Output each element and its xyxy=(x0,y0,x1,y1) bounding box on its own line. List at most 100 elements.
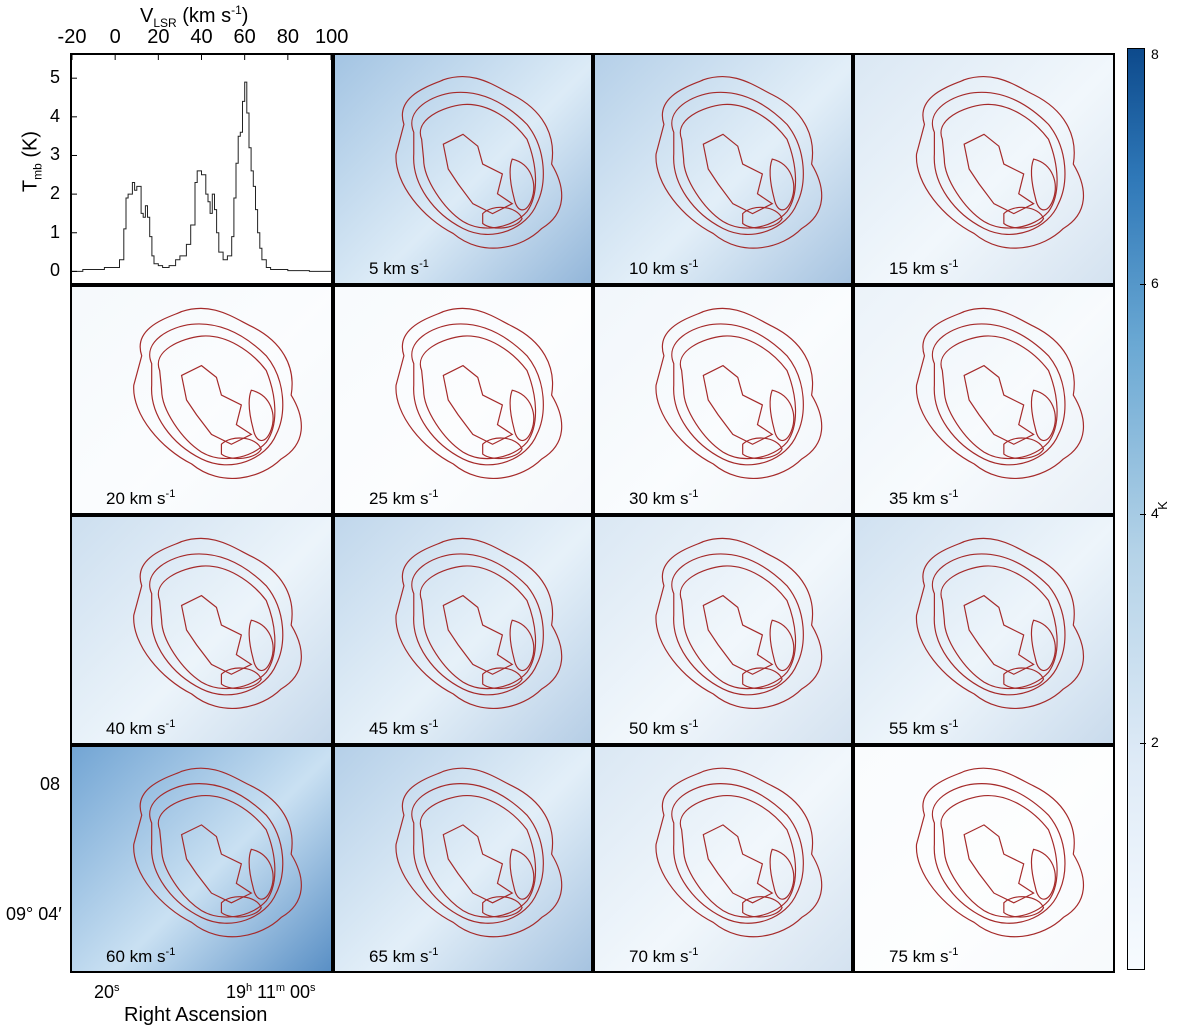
contour-line xyxy=(395,307,563,479)
contour-overlay xyxy=(655,75,823,249)
contour-line xyxy=(149,553,284,696)
contour-line xyxy=(157,335,276,460)
contour-line xyxy=(248,389,274,442)
contour-line xyxy=(1003,206,1045,229)
channel-velocity-label: 55 km s-1 xyxy=(889,718,959,738)
contour-overlay xyxy=(655,307,823,479)
contour-line xyxy=(1030,158,1056,211)
contour-line xyxy=(742,206,783,229)
contour-line xyxy=(180,364,253,445)
contour-line xyxy=(180,824,253,904)
contour-line xyxy=(442,824,514,904)
contour-line xyxy=(702,594,774,675)
contour-line xyxy=(1030,619,1056,672)
channel-map-panel: 5 km s-1 xyxy=(333,53,593,285)
contour-line xyxy=(769,848,795,900)
channel-velocity-label: 5 km s-1 xyxy=(369,258,429,278)
channel-velocity-label: 75 km s-1 xyxy=(889,946,959,966)
channel-velocity-label: 40 km s-1 xyxy=(106,718,176,738)
contour-line xyxy=(509,619,535,672)
contour-line xyxy=(940,335,1058,460)
contour-line xyxy=(419,335,537,460)
contour-line xyxy=(149,783,284,924)
contour-line xyxy=(411,323,544,466)
contour-line xyxy=(702,824,774,904)
contour-line xyxy=(769,389,795,442)
contour-line xyxy=(940,103,1058,229)
channel-map-panel: 60 km s-1 xyxy=(70,745,333,973)
channel-map-panel: 55 km s-1 xyxy=(853,515,1115,745)
contour-line xyxy=(655,307,823,479)
contour-line xyxy=(419,565,537,690)
contour-line xyxy=(482,667,523,690)
contour-line xyxy=(442,364,514,445)
ra-axis-title: Right Ascension xyxy=(124,1004,268,1026)
contour-line xyxy=(395,75,563,249)
contour-line xyxy=(702,133,774,215)
contour-line xyxy=(411,91,544,235)
channel-map-panel: 75 km s-1 xyxy=(853,745,1115,973)
spectrum-y-axis-title: Tmb (K) xyxy=(19,130,45,193)
spectrum-y-tick-label: 4 xyxy=(50,105,61,126)
contour-overlay xyxy=(395,537,563,709)
contour-line xyxy=(395,767,563,938)
contour-line xyxy=(655,537,823,709)
contour-line xyxy=(742,667,783,690)
spectrum-panel xyxy=(70,53,333,285)
contour-overlay xyxy=(133,537,302,709)
ra-tick-20s: 20s xyxy=(94,982,120,1002)
spectrum-x-tick-label: 80 xyxy=(276,26,299,48)
spectrum-top-axis-title: VLSR (km s-1) xyxy=(140,3,249,30)
contour-line xyxy=(1003,667,1045,690)
channel-velocity-label: 25 km s-1 xyxy=(369,488,439,508)
channel-map-panel: 65 km s-1 xyxy=(333,745,593,973)
contour-line xyxy=(963,364,1035,445)
contour-overlay xyxy=(915,767,1084,938)
contour-line xyxy=(963,824,1035,904)
contour-line xyxy=(963,133,1035,215)
contour-line xyxy=(769,158,795,211)
contour-line xyxy=(157,565,276,690)
channel-velocity-label: 30 km s-1 xyxy=(629,488,699,508)
colorbar-mark xyxy=(1140,743,1146,744)
contour-line xyxy=(248,848,274,900)
contour-line xyxy=(931,783,1066,924)
contour-line xyxy=(769,619,795,672)
contour-line xyxy=(679,335,797,460)
spectrum-x-tick-label: -20 xyxy=(57,26,87,48)
ra-tick-19h11m00s: 19h 11m 00s xyxy=(226,982,316,1002)
contour-line xyxy=(419,795,537,918)
contour-line xyxy=(915,75,1084,249)
contour-line xyxy=(509,389,535,442)
contour-line xyxy=(679,795,797,918)
contour-line xyxy=(931,323,1066,466)
contour-overlay xyxy=(133,767,302,938)
channel-velocity-label: 70 km s-1 xyxy=(629,946,699,966)
contour-line xyxy=(940,565,1058,690)
channel-map-panel: 50 km s-1 xyxy=(593,515,853,745)
channel-velocity-label: 45 km s-1 xyxy=(369,718,439,738)
contour-line xyxy=(133,767,302,938)
contour-line xyxy=(702,364,774,445)
contour-overlay xyxy=(655,767,823,938)
spectrum-y-tick-label: 5 xyxy=(50,67,61,88)
contour-overlay xyxy=(133,307,302,479)
channel-map-panel: 70 km s-1 xyxy=(593,745,853,973)
contour-line xyxy=(742,896,783,918)
contour-line xyxy=(1003,896,1045,918)
contour-line xyxy=(482,896,523,918)
contour-line xyxy=(671,323,804,466)
contour-line xyxy=(509,158,535,211)
contour-line xyxy=(931,91,1066,235)
spectrum-x-tick-label: 60 xyxy=(233,26,256,48)
contour-line xyxy=(220,896,262,918)
colorbar-unit: K xyxy=(1154,501,1170,510)
contour-line xyxy=(671,91,804,235)
contour-line xyxy=(940,795,1058,918)
contour-line xyxy=(220,667,262,690)
colorbar-tick-6: 6 xyxy=(1151,275,1159,291)
channel-velocity-label: 50 km s-1 xyxy=(629,718,699,738)
channel-map-panel: 25 km s-1 xyxy=(333,285,593,515)
colorbar-tick-2: 2 xyxy=(1151,734,1159,750)
contour-line xyxy=(419,103,537,229)
